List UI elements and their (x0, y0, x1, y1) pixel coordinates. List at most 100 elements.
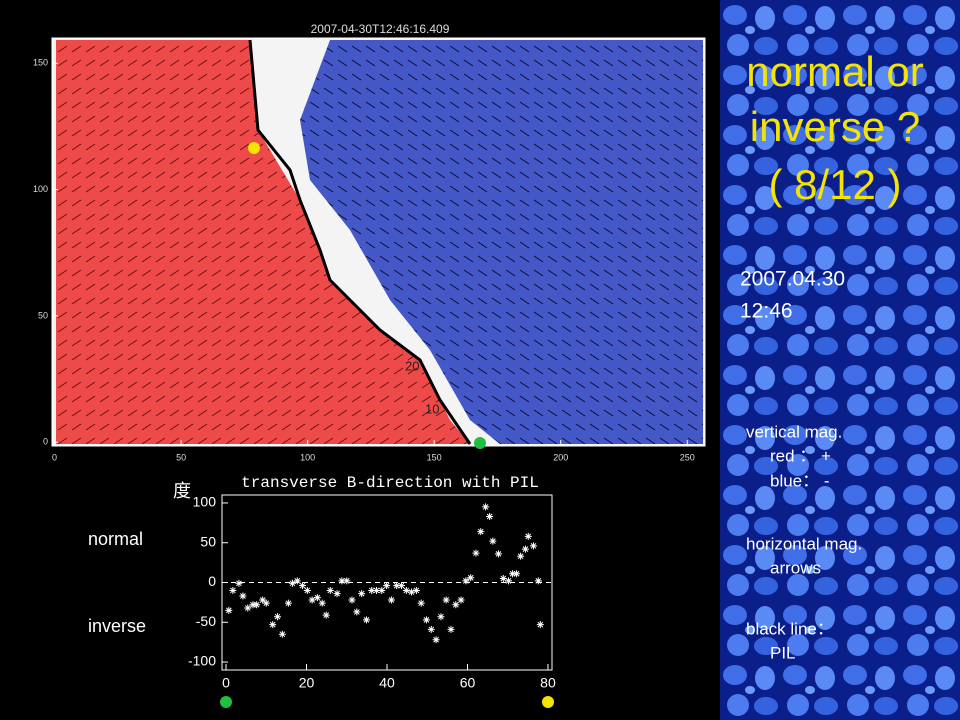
point (489, 537, 497, 545)
point (462, 577, 470, 585)
point (432, 636, 440, 644)
point (318, 599, 326, 607)
x-tick-label: 80 (540, 675, 556, 691)
x-tick-label: 20 (299, 675, 315, 691)
point (322, 611, 330, 619)
point (517, 552, 525, 560)
point (393, 582, 401, 590)
point (362, 616, 370, 624)
y-tick-label: 50 (38, 310, 48, 320)
point (408, 588, 416, 596)
point (373, 586, 381, 594)
point (521, 545, 529, 553)
note: PIL (770, 643, 796, 662)
green-marker (474, 437, 486, 449)
point (482, 503, 490, 511)
point (513, 570, 521, 578)
point (298, 582, 306, 590)
x-tick-label: 200 (553, 452, 568, 462)
point (343, 577, 351, 585)
point (274, 613, 282, 621)
x-tick-label: 50 (176, 452, 186, 462)
x-tick-label: 100 (300, 452, 315, 462)
point (338, 577, 346, 585)
point (509, 570, 517, 578)
yellow-marker (248, 142, 260, 154)
pil-line (248, 39, 472, 445)
point (387, 596, 395, 604)
green-marker (220, 696, 232, 708)
granulation-panel (720, 0, 960, 720)
point (239, 592, 247, 600)
point (494, 550, 502, 558)
contour-label: 20 (405, 358, 419, 373)
point (229, 586, 237, 594)
point (244, 604, 252, 612)
point (472, 549, 480, 557)
point (486, 512, 494, 520)
side-label: normal (88, 529, 143, 549)
y-tick-label: -100 (188, 653, 216, 669)
y-tick-label: 50 (200, 533, 216, 549)
point (313, 594, 321, 602)
note: red ： + (770, 446, 831, 465)
point (536, 621, 544, 629)
point (225, 606, 233, 614)
point (397, 582, 405, 590)
point (442, 596, 450, 604)
x-tick-label: 0 (222, 675, 230, 691)
y-tick-label: -50 (196, 613, 216, 629)
yellow-marker (542, 696, 554, 708)
side-label: inverse (88, 616, 146, 636)
point (308, 596, 316, 604)
note: horizontal mag. (746, 534, 862, 553)
x-tick-label: 0 (52, 452, 57, 462)
point (269, 621, 277, 629)
contour-label: 10 (425, 401, 439, 416)
point (326, 586, 334, 594)
negative-region (300, 40, 703, 444)
point (417, 599, 425, 607)
slide-title: ( 8/12 ) (768, 161, 901, 208)
point (457, 596, 465, 604)
point (447, 625, 455, 633)
note: arrows (770, 558, 821, 577)
point (368, 586, 376, 594)
y-tick-label: 100 (193, 494, 217, 510)
point (303, 586, 311, 594)
point (499, 575, 507, 583)
point (348, 596, 356, 604)
y-tick-label: 0 (208, 573, 216, 589)
point (284, 599, 292, 607)
point (467, 574, 475, 582)
point (235, 579, 243, 587)
point (288, 579, 296, 587)
magnetogram-title: 2007-04-30T12:46:16.409 (311, 22, 450, 36)
x-tick-label: 150 (427, 452, 442, 462)
point (534, 577, 542, 585)
point (353, 608, 361, 616)
x-tick-label: 60 (460, 675, 476, 691)
point (452, 601, 460, 609)
point (402, 586, 410, 594)
point (358, 590, 366, 598)
note: vertical mag. (746, 422, 842, 441)
point (378, 586, 386, 594)
point (477, 528, 485, 536)
point (422, 616, 430, 624)
time: 12:46 (740, 300, 793, 323)
plot-title: transverse B-direction with PIL (241, 474, 539, 492)
point (505, 577, 513, 585)
slide-title: normal or (746, 48, 923, 95)
x-tick-label: 250 (680, 452, 695, 462)
y-axis-label: 度 (173, 481, 191, 501)
note: blue： - (770, 471, 830, 490)
point (437, 613, 445, 621)
slide-title: inverse ? (750, 103, 920, 150)
magnetogram-border (51, 37, 706, 447)
point (259, 596, 267, 604)
point (529, 542, 537, 550)
y-tick-label: 0 (43, 437, 48, 447)
